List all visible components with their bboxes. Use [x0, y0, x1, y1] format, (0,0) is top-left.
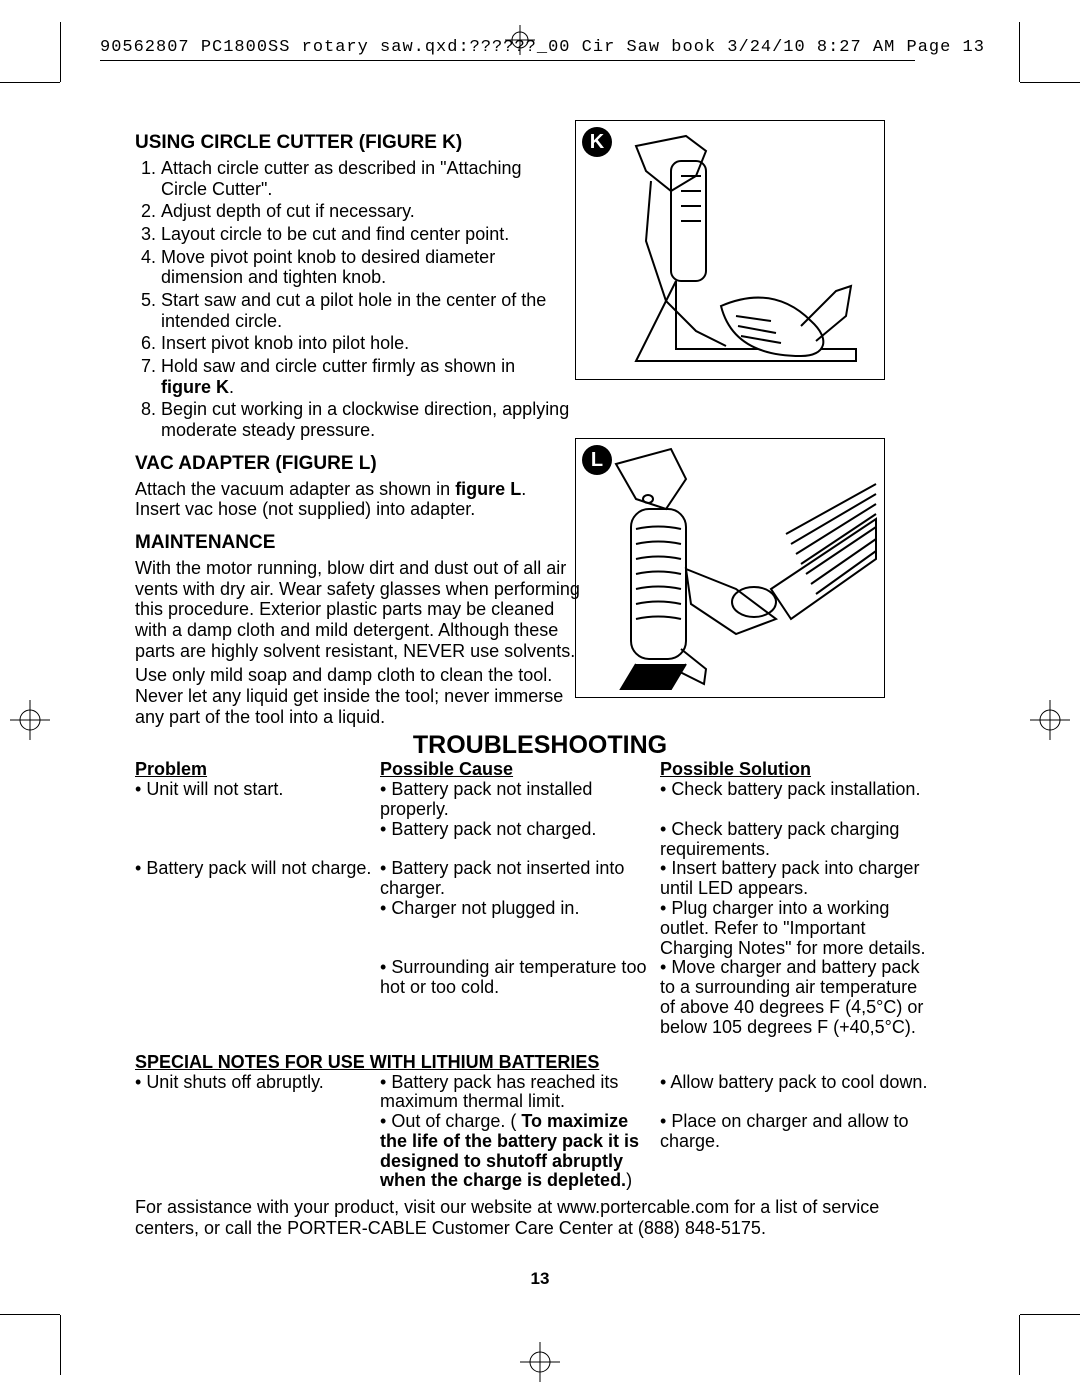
col-cause: Possible Cause — [380, 760, 660, 780]
crop-mark — [1019, 22, 1020, 82]
list-item: Adjust depth of cut if necessary. — [161, 201, 570, 222]
crop-mark — [0, 82, 60, 83]
table-row: Surrounding air temperature too hot or t… — [135, 958, 945, 1037]
cell-solution: Insert battery pack into charger until L… — [660, 859, 930, 899]
cell-solution: Move charger and battery pack to a surro… — [660, 958, 930, 1037]
cell-cause: Battery pack not charged. — [380, 820, 660, 860]
table-row: Battery pack not charged. Check battery … — [135, 820, 945, 860]
page-number: 13 — [135, 1269, 945, 1289]
circle-cutter-steps: Attach circle cutter as described in "At… — [135, 158, 570, 441]
list-item: Attach circle cutter as described in "At… — [161, 158, 570, 199]
list-item: Move pivot point knob to desired diamete… — [161, 247, 570, 288]
table-row: Charger not plugged in. Plug charger int… — [135, 899, 945, 958]
crop-mark — [0, 1314, 60, 1315]
cell-problem: Battery pack will not charge. — [135, 859, 380, 899]
cell-problem: Unit shuts off abruptly. — [135, 1073, 380, 1113]
crop-mark — [60, 22, 61, 82]
maintenance-p2: Use only mild soap and damp cloth to cle… — [135, 665, 595, 727]
cell-solution: Place on charger and allow to charge. — [660, 1112, 930, 1191]
page-content: USING CIRCLE CUTTER (FIGURE K) Attach ci… — [135, 120, 945, 1289]
heading-vac-adapter: VAC ADAPTER (FIGURE L) — [135, 453, 570, 475]
cell-cause: Battery pack has reached its maximum the… — [380, 1073, 660, 1113]
list-item: Insert pivot knob into pilot hole. — [161, 333, 570, 354]
cell-cause: Surrounding air temperature too hot or t… — [380, 958, 660, 1037]
list-item: Begin cut working in a clockwise directi… — [161, 399, 570, 440]
print-header: 90562807 PC1800SS rotary saw.qxd:??????_… — [100, 38, 985, 57]
vac-adapter-text: Attach the vacuum adapter as shown in fi… — [135, 479, 570, 520]
heading-lithium: SPECIAL NOTES FOR USE WITH LITHIUM BATTE… — [135, 1052, 945, 1073]
registration-mark — [505, 25, 535, 55]
cell-cause: Out of charge. ( To maximize the life of… — [380, 1112, 660, 1191]
heading-maintenance: MAINTENANCE — [135, 532, 570, 554]
cell-solution: Check battery pack installation. — [660, 780, 930, 820]
registration-mark — [1030, 700, 1070, 740]
maintenance-p1: With the motor running, blow dirt and du… — [135, 558, 585, 661]
list-item: Start saw and cut a pilot hole in the ce… — [161, 290, 570, 331]
cell-cause: Battery pack not inserted into charger. — [380, 859, 660, 899]
col-solution: Possible Solution — [660, 760, 930, 780]
table-row: Unit shuts off abruptly. Battery pack ha… — [135, 1073, 945, 1113]
cell-cause: Battery pack not installed properly. — [380, 780, 660, 820]
header-rule — [100, 60, 915, 61]
table-row: Battery pack will not charge. Battery pa… — [135, 859, 945, 899]
list-item: Hold saw and circle cutter firmly as sho… — [161, 356, 570, 397]
assistance-text: For assistance with your product, visit … — [135, 1197, 945, 1238]
crop-mark — [1019, 1315, 1020, 1375]
crop-mark — [1020, 82, 1080, 83]
heading-troubleshooting: TROUBLESHOOTING — [135, 731, 945, 760]
list-item: Layout circle to be cut and find center … — [161, 224, 570, 245]
troubleshooting-header: Problem Possible Cause Possible Solution — [135, 760, 945, 780]
registration-mark — [10, 700, 50, 740]
cell-solution: Allow battery pack to cool down. — [660, 1073, 930, 1113]
crop-mark — [1020, 1314, 1080, 1315]
cell-problem: Unit will not start. — [135, 780, 380, 820]
table-row: Unit will not start. Battery pack not in… — [135, 780, 945, 820]
cell-cause: Charger not plugged in. — [380, 899, 660, 958]
cell-solution: Check battery pack charging requirements… — [660, 820, 930, 860]
crop-mark — [60, 1315, 61, 1375]
table-row: Out of charge. ( To maximize the life of… — [135, 1112, 945, 1191]
cell-solution: Plug charger into a working outlet. Refe… — [660, 899, 930, 958]
registration-mark — [520, 1342, 560, 1382]
heading-circle-cutter: USING CIRCLE CUTTER (FIGURE K) — [135, 132, 570, 154]
col-problem: Problem — [135, 760, 380, 780]
